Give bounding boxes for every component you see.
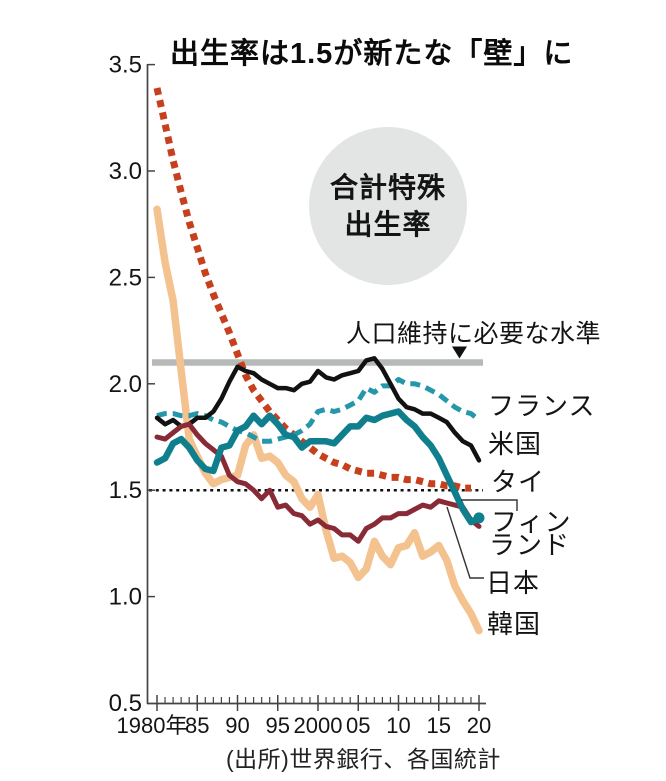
y-tick-label: 0.5 bbox=[109, 690, 142, 717]
x-tick-label: 1980年 bbox=[117, 713, 188, 738]
chart-title: 出生率は1.5が新たな「壁」に bbox=[170, 38, 574, 70]
x-tick-label: 05 bbox=[346, 713, 370, 738]
series-line-united-states bbox=[154, 356, 482, 463]
metric-badge-line2: 出生率 bbox=[344, 209, 432, 240]
x-tick-label: 10 bbox=[386, 713, 410, 738]
series-line-finland bbox=[153, 408, 483, 526]
series-line-france bbox=[156, 377, 481, 444]
y-tick-label: 1.5 bbox=[109, 477, 142, 504]
series-label-thailand: タイ bbox=[491, 467, 546, 497]
x-tick-label: 2000 bbox=[294, 713, 343, 738]
series-label-japan: 日本 bbox=[486, 568, 541, 598]
y-tick-label: 3.5 bbox=[109, 52, 142, 79]
series-label-finland-line1: フィン bbox=[491, 507, 572, 537]
annotation-arrow-icon bbox=[452, 346, 467, 359]
series-line-thailand bbox=[153, 87, 471, 492]
series-label-south-korea: 韓国 bbox=[487, 609, 542, 639]
japan-leader-line bbox=[446, 506, 484, 579]
series-end-marker-finland bbox=[473, 512, 485, 524]
source-note: (出所)世界銀行、各国統計 bbox=[226, 746, 501, 772]
series-label-finland-line2: ランド bbox=[489, 530, 571, 560]
y-tick-label: 2.0 bbox=[109, 371, 142, 398]
y-tick-label: 3.0 bbox=[109, 158, 142, 185]
x-tick-label: 90 bbox=[225, 713, 249, 738]
x-tick-label: 20 bbox=[467, 713, 491, 738]
metric-badge-line1: 合計特殊 bbox=[329, 172, 446, 203]
replacement-level-annotation: 人口維持に必要な水準 bbox=[346, 320, 602, 348]
x-tick-label: 15 bbox=[427, 713, 451, 738]
series-label-united-states: 米国 bbox=[488, 429, 543, 459]
series-line-japan bbox=[154, 421, 482, 544]
x-tick-label: 85 bbox=[185, 713, 209, 738]
series-label-france: フランス bbox=[488, 391, 596, 421]
y-tick-label: 1.0 bbox=[109, 584, 142, 611]
series-line-south-korea bbox=[153, 205, 483, 635]
metric-badge: 合計特殊 出生率 bbox=[309, 127, 467, 285]
y-tick-label: 2.5 bbox=[109, 264, 142, 291]
x-tick-label: 95 bbox=[266, 713, 290, 738]
finland-leader-line bbox=[461, 499, 518, 511]
